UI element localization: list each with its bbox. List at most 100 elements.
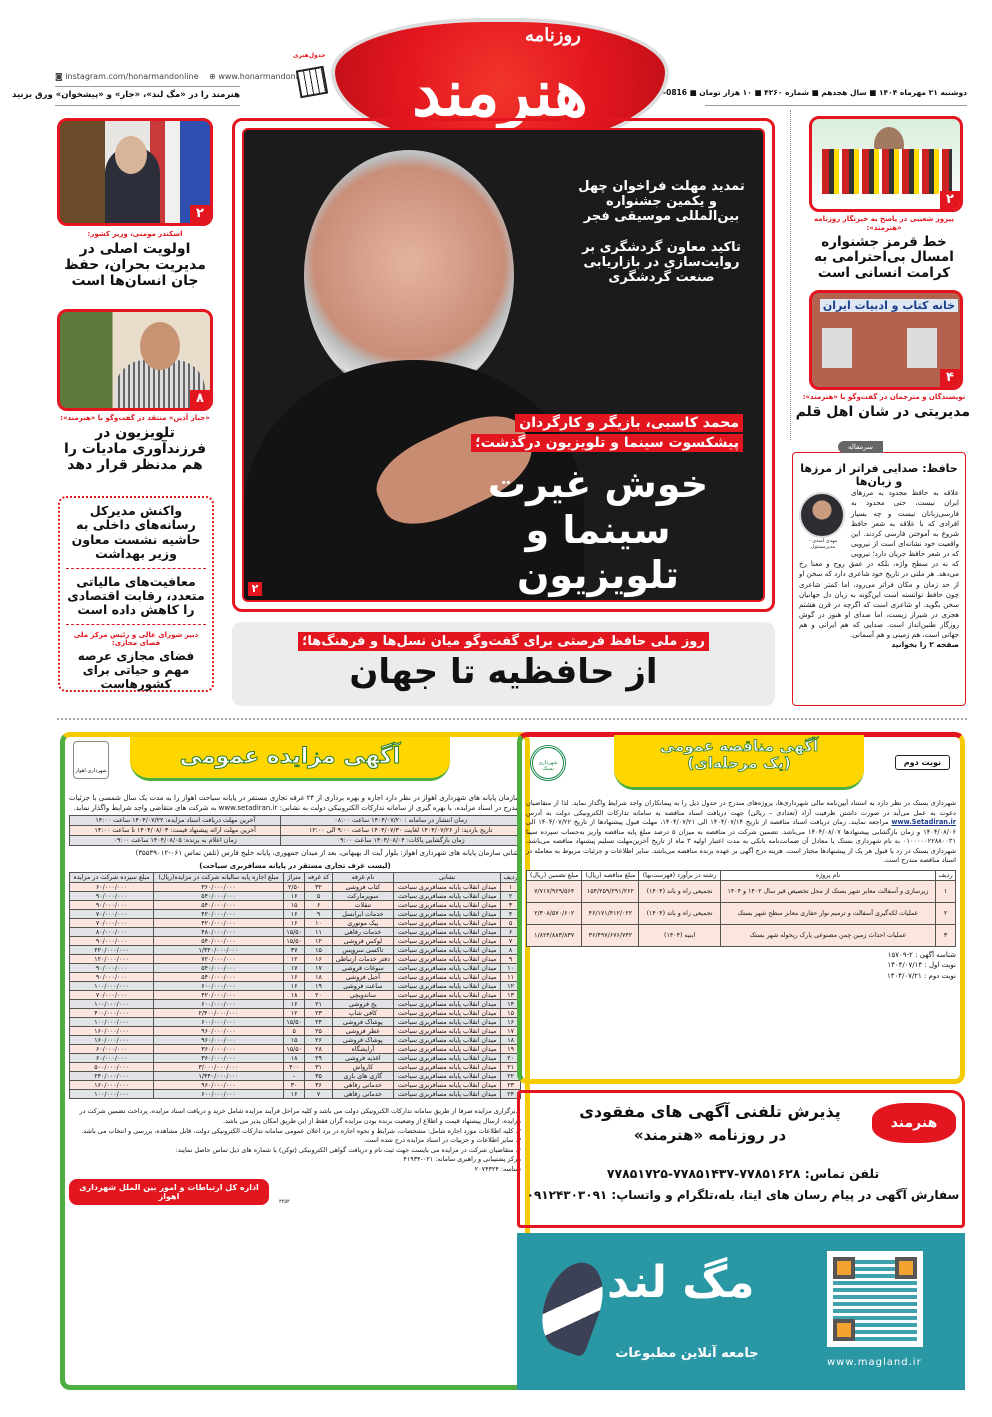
table-cell: ۹۰/۰۰۰/۰۰۰ xyxy=(68,936,155,947)
column-header: مبلغ سپرده شرکت در مزایده xyxy=(68,872,155,884)
table-cell: خدماتی رفاهی xyxy=(331,1089,395,1100)
auction-note: ۳. سایر اطلاعات و جزییات در اسناد مزایده… xyxy=(363,1136,521,1145)
table-cell: خدماتی رفاهی xyxy=(331,1080,395,1091)
auction-footer: اداره کل ارتباطات و امور بین الملل شهردا… xyxy=(69,1178,269,1205)
table-cell: ۱۵ xyxy=(282,1035,306,1046)
table-cell: ۱۸ xyxy=(282,1053,306,1064)
table-cell: ۱۶ xyxy=(282,981,306,992)
table-cell: ۱۲ xyxy=(282,954,306,965)
table-cell: ۴۲۰/۰۰۰/۰۰۰ xyxy=(153,918,284,929)
table-cell: ۶ xyxy=(304,900,333,911)
read-more-link[interactable]: صفحه ۲ را بخوانید xyxy=(891,640,959,650)
table-row: ۱۵ میدان انقلاب پایانه مسافربری سیاحت کافی… xyxy=(68,1008,521,1019)
story-headline[interactable]: اولویت اصلی در مدیریت بحران، حفظ جان انس… xyxy=(64,240,206,289)
hafez-headline[interactable]: از حافظیه تا جهان xyxy=(349,652,658,692)
story-photo-minister[interactable]: ۲ xyxy=(57,118,213,226)
story-headline[interactable]: تلویزیون در فرزندآوری مادیات را هم مدنظر… xyxy=(64,424,206,473)
honarmand-small-logo: هنرمند xyxy=(872,1103,956,1143)
table-row: ۲۴ میدان انقلاب پایانه مسافربری سیاحت خدما… xyxy=(68,1089,521,1100)
column-header: ردیف xyxy=(935,869,956,881)
table-cell: میدان انقلاب پایانه مسافربری سیاحت xyxy=(393,918,502,929)
table-row: ۴ میدان انقلاب پایانه مسافربری سیاحت خدمات… xyxy=(68,909,521,920)
story-photo-press[interactable]: ۲ xyxy=(809,116,963,212)
lead-story[interactable]: تمدید مهلت فراخوان چهل و یکمین جشنواره ب… xyxy=(232,118,775,612)
table-cell: ۱۶ xyxy=(282,918,306,929)
magpie-icon xyxy=(531,1254,614,1358)
hafez-story[interactable]: روز ملی حافظ فرصتی برای گفت‌وگو میان نسل… xyxy=(232,622,775,706)
table-cell: ۳۰ xyxy=(282,1080,306,1091)
table-cell: ۱۶ xyxy=(304,954,333,965)
lead-headline-line1[interactable]: خوش غیرت xyxy=(487,462,709,506)
table-cell: ۷۰/۰۰۰/۰۰۰ xyxy=(68,918,155,929)
table-cell: ۹۰/۰۰۰/۰۰۰ xyxy=(68,972,155,983)
editorial-title[interactable]: حافظ: صدایی فراتر از مرزها و زبان‌ها xyxy=(800,462,958,488)
table-row: ۱۷ میدان انقلاب پایانه مسافربری سیاحت عطر … xyxy=(68,1026,521,1037)
table-row: ۸ میدان انقلاب پایانه مسافربری سیاحت تاکسی… xyxy=(68,945,521,956)
editorial-body: علاقه به حافظ محدود به مرزهای ایران نیست… xyxy=(799,489,959,640)
column-header: نشانی xyxy=(393,872,502,884)
auction-note: مرکز پشتیبانی و راهبری سامانه: ۰۲۱-۴۱۹۳۴ xyxy=(403,1155,521,1164)
auction-note: ۱.برگزاری مزایده صرفا از طریق سامانه تدا… xyxy=(79,1107,521,1126)
brief-headline[interactable]: واکنش مدیرکل رسانه‌های داخلی به حاشیه نش… xyxy=(71,503,201,562)
table-cell: ۱۶ xyxy=(282,999,306,1010)
table-cell: ۱۵/۵۰ xyxy=(282,1017,306,1028)
side-headline[interactable]: تاکید معاون گردشگری بر روایت‌سازی در باز… xyxy=(582,239,741,285)
promo-line: هنرمند را در «مگ لند»، «جار» و «پیشخوان»… xyxy=(12,90,240,100)
brief-headline[interactable]: فضای مجازی عرصه مهم و حیاتی برای کشورهاس… xyxy=(77,649,195,691)
table-cell: پوشاک فروشی xyxy=(331,1017,395,1028)
story-photo-critic[interactable]: ۸ xyxy=(57,309,213,411)
instagram-icon: ◙ xyxy=(55,72,63,81)
table-cell: ۵۰۰/۰۰۰/۰۰۰ xyxy=(68,1062,155,1073)
phone-ad-subtitle: در روزنامه «هنرمند» xyxy=(633,1126,787,1145)
table-cell: تاکسی سرویس xyxy=(331,945,395,956)
side-headline[interactable]: تمدید مهلت فراخوان چهل و یکمین جشنواره ب… xyxy=(578,179,745,224)
editorial: سرمقاله حافظ: صدایی فراتر از مرزها و زبا… xyxy=(792,441,966,706)
table-cell: ۱۰۰/۰۰۰/۰۰۰ xyxy=(68,999,155,1010)
table-cell: ۶۰/۰۰۰/۰۰۰ xyxy=(68,1053,155,1064)
table-cell: ۵۴۰/۰۰۰/۰۰۰ xyxy=(153,891,284,902)
table-cell: ۴۶/۱۷۱/۴۱۲/۰۲۲ xyxy=(581,901,640,925)
table-cell: ۳۶۰/۰۰۰/۰۰۰ xyxy=(153,1053,284,1064)
brief-kicker: دبیر شورای عالی و رئیس مرکز ملی فضای مجا… xyxy=(73,630,199,648)
table-cell: ساعت فروشی xyxy=(331,981,395,992)
page-number: ۸ xyxy=(190,390,210,408)
column-header: متراژ xyxy=(282,872,306,884)
tender-table: ردیف نام پروژه رشته در برآورد (فهرست‌بها) م… xyxy=(525,869,956,947)
page-number: ۲ xyxy=(190,205,210,223)
table-cell: میدان انقلاب پایانه مسافربری سیاحت xyxy=(393,1089,502,1100)
website-link[interactable]: www.honarmandonline.ir xyxy=(218,72,319,81)
auction-address: نشانی سازمان پایانه های شهرداری اهواز: ب… xyxy=(135,849,521,858)
lead-kicker: پیشکسوت سینما و تلویزیون درگذشت؛ xyxy=(471,434,743,452)
story-headline[interactable]: مدیریتی در شان اهل قلم xyxy=(795,403,970,420)
table-cell: سوغات فروشی xyxy=(331,963,395,974)
story-photo-book-house[interactable]: خانه کتاب و ادبیات ایران ۴ xyxy=(809,290,963,390)
table-cell: ۵ xyxy=(282,1026,306,1037)
table-cell: ۱۶۰/۰۰۰/۰۰۰ xyxy=(68,1026,155,1037)
table-row: ۹ میدان انقلاب پایانه مسافربری سیاحت دفتر … xyxy=(68,954,521,965)
table-cell: ۴۰۰/۰۰۰/۰۰۰ xyxy=(68,1008,155,1019)
table-cell: ۴۰۰ xyxy=(282,1062,306,1073)
tender-title: آگهی مناقصه عمومی xyxy=(659,737,819,755)
setadiran-link[interactable]: www.Setadiran.ir xyxy=(891,818,956,827)
magland-url[interactable]: www.magland.ir xyxy=(827,1357,922,1368)
table-cell: ۱۸ xyxy=(282,990,306,1001)
lead-headline-line2[interactable]: سینما و تلویزیون xyxy=(516,507,680,598)
issue-line: دوشنبه ۲۱ مهرماه ۱۴۰۴ ■ سال هجدهم ■ شمار… xyxy=(620,88,967,97)
story-text: پیروز شعیبی در پاسخ به خبرنگار روزنامه «… xyxy=(798,215,970,281)
story-headline[interactable]: خط قرمز جشنواره امسال بی‌احترامی به کرام… xyxy=(814,233,954,281)
magland-ad[interactable]: www.magland.ir مگ لند جامعه آنلاین مطبوع… xyxy=(517,1233,965,1390)
instagram-link[interactable]: instagram.com/honarmandonline xyxy=(65,72,199,81)
table-cell: میدان انقلاب پایانه مسافربری سیاحت xyxy=(393,1035,502,1046)
editorial-label: سرمقاله xyxy=(838,441,884,453)
table-cell: ۱۵/۵۰ xyxy=(282,1044,306,1055)
phone-ad-contacts: تلفن تماس: ۷۷۸۵۱۶۲۸-۷۷۸۵۱۴۳۷-۷۷۸۵۱۷۲۵ سف… xyxy=(526,1166,960,1203)
bastak-logo: شهرداری بستک xyxy=(530,745,566,781)
brief-headline[interactable]: معافیت‌های مالیاتی متعدد، رقابت اقتصادی … xyxy=(67,573,205,618)
auction-note: ۲. کلیه اطلاعات مورد اجاره شامل: مشخصات،… xyxy=(81,1126,521,1135)
table-row: ۳ میدان انقلاب پایانه مسافربری سیاحت تنقلا… xyxy=(68,900,521,911)
tender-ad: آگهی مناقصه عمومی (یک مرحله‌ای) نوبت دوم… xyxy=(517,732,965,1084)
table-cell: تجمیعی راه و باند (۱۴۰۴) xyxy=(638,879,721,903)
table-cell: ۳۱ xyxy=(304,1062,333,1073)
schedule-cell: تاریخ بازدید: از ۱۴۰۴/۰۷/۲۶ لغایت ۱۴۰۴/۰… xyxy=(280,825,521,837)
table-cell: ۱۰۰/۰۰۰/۰۰۰ xyxy=(68,1017,155,1028)
